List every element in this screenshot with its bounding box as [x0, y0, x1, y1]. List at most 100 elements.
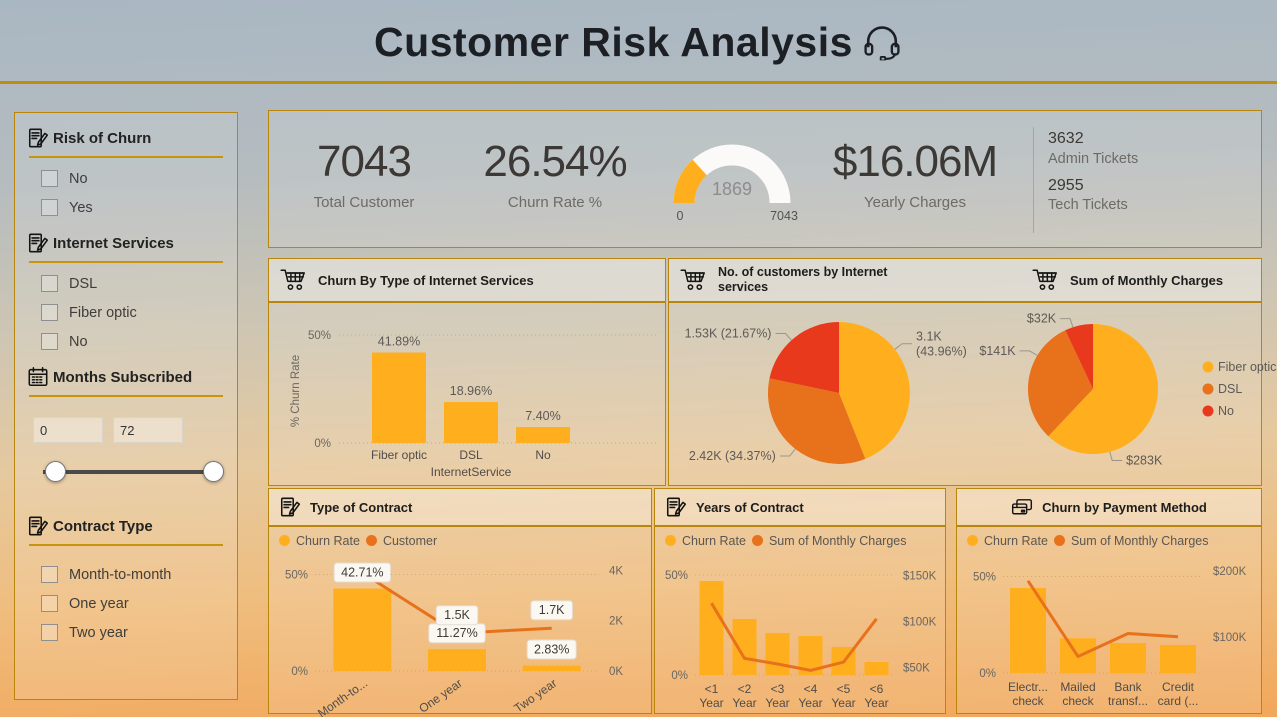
checkbox[interactable]	[41, 304, 58, 321]
chart-title: No. of customers by Internet services	[718, 265, 888, 294]
kpi-card: 7043 Total Customer 26.54% Churn Rate % …	[268, 110, 1262, 248]
svg-text:Mailed: Mailed	[1060, 680, 1095, 694]
combo-chart-years-of-contract[interactable]: 50%0%$150K$100K$50K<1Year<2Year<3Year<4Y…	[655, 549, 943, 715]
note-pencil-icon	[27, 127, 49, 149]
slider-track	[43, 470, 209, 474]
svg-text:Year: Year	[798, 696, 822, 710]
svg-text:DSL: DSL	[459, 448, 483, 462]
svg-text:Year: Year	[864, 696, 888, 710]
svg-text:(43.96%): (43.96%)	[916, 345, 967, 359]
chart-legend: Churn Rate Sum of Monthly Charges	[655, 527, 945, 549]
pie-charts-internet-services[interactable]: 3.1K(43.96%) 2.42K (34.37%) 1.53K (21.67%)…	[669, 303, 1277, 487]
tech-tickets-value: 2955	[1048, 176, 1084, 194]
svg-text:<2: <2	[738, 682, 752, 696]
checkbox[interactable]	[41, 199, 58, 216]
risk-option-yes[interactable]: Yes	[41, 199, 225, 216]
svg-text:Year: Year	[732, 696, 756, 710]
months-max-input[interactable]	[113, 417, 183, 443]
legend-dot-monthly-charges	[751, 535, 763, 546]
divider	[29, 156, 223, 158]
svg-text:<5: <5	[837, 682, 851, 696]
svg-text:No: No	[1218, 404, 1234, 418]
checkbox[interactable]	[41, 170, 58, 187]
cart-icon	[679, 267, 709, 293]
risk-option-no[interactable]: No	[41, 170, 225, 187]
chart-title: Type of Contract	[310, 499, 413, 515]
filter-title: Risk of Churn	[53, 129, 152, 147]
svg-text:0: 0	[677, 209, 684, 223]
svg-text:$141K: $141K	[979, 344, 1016, 358]
svg-text:$200K: $200K	[1213, 566, 1247, 578]
legend-label: Sum of Monthly Charges	[768, 533, 907, 548]
svg-text:0%: 0%	[314, 438, 331, 450]
option-label: No	[69, 333, 88, 350]
slider-handle-max[interactable]	[203, 461, 224, 482]
months-min-input[interactable]	[33, 417, 103, 443]
internet-option-dsl[interactable]: DSL	[41, 275, 225, 292]
svg-text:One year: One year	[416, 676, 464, 716]
title-divider	[0, 81, 1277, 84]
svg-text:Year: Year	[765, 696, 789, 710]
legend-dot-customer	[365, 535, 377, 546]
svg-text:50%: 50%	[665, 570, 688, 582]
filter-contract-header: Contract Type	[27, 515, 225, 537]
option-label: Yes	[69, 199, 93, 216]
internet-option-no[interactable]: No	[41, 333, 225, 350]
svg-text:No: No	[535, 448, 551, 462]
chart-card-churn-by-internet: Churn By Type of Internet Services 50% 0%…	[268, 258, 666, 486]
svg-text:1869: 1869	[712, 179, 752, 199]
checkbox[interactable]	[41, 595, 58, 612]
divider	[1033, 127, 1034, 233]
kpi-value: $16.06M	[832, 137, 998, 186]
svg-text:Fiber optic: Fiber optic	[1218, 360, 1276, 374]
legend-label: Churn Rate	[296, 533, 360, 548]
filter-months-subscribed: Months Subscribed	[27, 366, 225, 485]
svg-text:<6: <6	[870, 682, 884, 696]
checkbox[interactable]	[41, 275, 58, 292]
svg-text:0K: 0K	[609, 666, 623, 678]
contract-option-month-to-month[interactable]: Month-to-month	[41, 566, 225, 583]
chart-card-type-of-contract: Type of Contract Churn Rate Customer 50%…	[268, 488, 652, 717]
slider-handle-min[interactable]	[45, 461, 66, 482]
svg-text:Month-to...: Month-to...	[315, 676, 370, 717]
combo-chart-type-of-contract[interactable]: 50% 0% 4K 2K 0K 42.71% 11.27% 2.83% 1.5K 1.7K Mont…	[269, 549, 649, 717]
bar-chart-churn-by-internet-services[interactable]: 50% 0% % Churn Rate 41.89% Fiber optic 18.96%…	[269, 303, 665, 487]
checkbox[interactable]	[41, 333, 58, 350]
contract-option-one-year[interactable]: One year	[41, 595, 225, 612]
svg-text:4K: 4K	[609, 565, 623, 577]
svg-text:<4: <4	[804, 682, 818, 696]
months-range-inputs	[33, 417, 225, 443]
filter-risk-header: Risk of Churn	[27, 127, 225, 149]
svg-text:11.27%: 11.27%	[436, 626, 477, 640]
svg-text:1.7K: 1.7K	[539, 603, 565, 617]
svg-text:1.53K (21.67%): 1.53K (21.67%)	[685, 327, 772, 341]
kpi-value: 7043	[317, 137, 412, 186]
svg-text:<1: <1	[705, 682, 719, 696]
checkbox[interactable]	[41, 566, 58, 583]
legend-dot-churn-rate	[967, 535, 978, 546]
kpi-label: Churn Rate %	[507, 194, 603, 212]
svg-text:$150K: $150K	[903, 571, 937, 583]
divider	[29, 395, 223, 397]
chart-header: Years of Contract	[655, 489, 945, 527]
checkbox[interactable]	[41, 624, 58, 641]
kpi-yearly-charges: $16.06M Yearly Charges	[815, 133, 1015, 211]
filter-title: Contract Type	[53, 517, 153, 535]
chart-card-years-of-contract: Years of Contract Churn Rate Sum of Mont…	[654, 488, 946, 714]
option-label: Fiber optic	[69, 304, 137, 321]
svg-text:0%: 0%	[979, 668, 996, 680]
internet-option-fiber-optic[interactable]: Fiber optic	[41, 304, 225, 321]
combo-chart-churn-by-payment[interactable]: 50%0%$200K$100KElectr...checkMailedcheck…	[957, 549, 1259, 715]
churn-gauge[interactable]: 1869 0 7043	[660, 125, 805, 225]
divider	[29, 544, 223, 546]
contract-option-two-year[interactable]: Two year	[41, 624, 225, 641]
svg-text:7043: 7043	[770, 209, 798, 223]
svg-text:2K: 2K	[609, 616, 623, 628]
legend-label: Churn Rate	[682, 533, 746, 548]
legend-dot-churn-rate	[279, 535, 290, 546]
note-pencil-icon	[279, 496, 301, 518]
svg-text:1.5K: 1.5K	[444, 608, 470, 622]
svg-text:Year: Year	[699, 696, 723, 710]
ticket-kpis: 3632 Admin Tickets 2955 Tech Tickets	[1048, 129, 1138, 222]
pie2-header: Sum of Monthly Charges	[1031, 267, 1223, 293]
